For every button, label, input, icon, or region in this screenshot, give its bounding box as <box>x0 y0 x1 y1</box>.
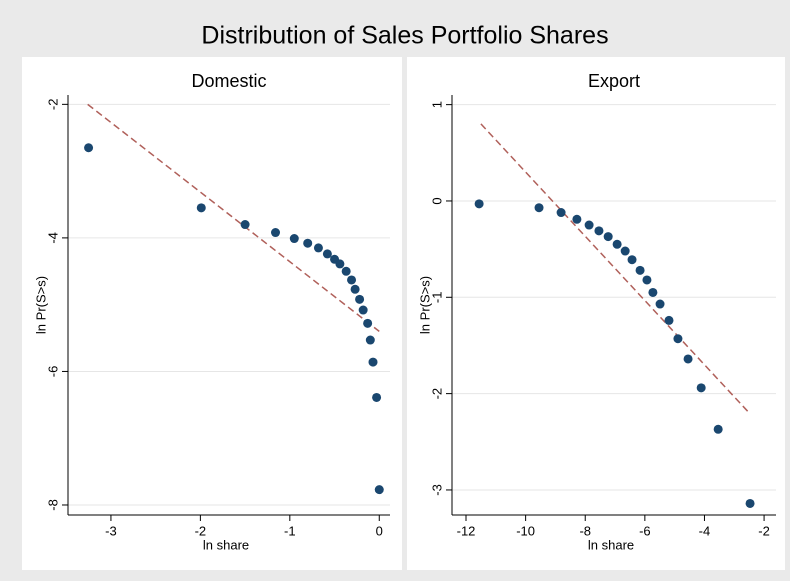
x-tick-label: -8 <box>579 523 591 538</box>
point <box>84 143 94 153</box>
point <box>556 208 566 218</box>
y-axis-label: ln Pr(S>s) <box>417 276 432 334</box>
x-tick-label: -10 <box>516 523 535 538</box>
y-tick-label: -3 <box>429 484 444 496</box>
point <box>642 275 652 285</box>
point <box>240 220 250 230</box>
point <box>648 287 658 297</box>
x-tick-label: -4 <box>699 523 711 538</box>
fit-line <box>87 103 380 332</box>
point <box>335 259 345 269</box>
y-tick-label: 0 <box>429 197 444 204</box>
chart-title: Distribution of Sales Portfolio Shares <box>201 22 608 50</box>
point <box>358 305 368 315</box>
point <box>372 392 382 402</box>
y-tick-label: -8 <box>45 499 60 511</box>
point <box>363 318 373 328</box>
point <box>271 228 281 238</box>
point <box>603 232 613 242</box>
point <box>620 246 630 256</box>
x-tick-label: -2 <box>195 523 207 538</box>
point <box>355 294 365 304</box>
point <box>627 255 637 265</box>
x-tick-label: -2 <box>758 523 770 538</box>
y-tick-label: -1 <box>429 292 444 304</box>
point <box>683 354 693 364</box>
panel <box>22 57 402 570</box>
point <box>374 485 384 495</box>
y-tick-label: -6 <box>45 366 60 378</box>
x-tick-label: 0 <box>376 523 383 538</box>
y-tick-label: 1 <box>429 101 444 108</box>
x-tick-label: -6 <box>639 523 651 538</box>
point <box>655 299 665 309</box>
point <box>474 199 484 209</box>
point <box>341 266 351 276</box>
point <box>289 234 299 244</box>
point <box>365 335 375 345</box>
point <box>303 238 313 248</box>
y-tick-label: -2 <box>429 388 444 400</box>
point <box>594 226 604 236</box>
point <box>347 275 357 285</box>
x-tick-label: -12 <box>457 523 476 538</box>
panel-title: Domestic <box>191 71 266 91</box>
panel <box>407 57 785 570</box>
point <box>673 334 683 344</box>
point <box>313 243 323 253</box>
y-tick-label: -4 <box>45 232 60 244</box>
point <box>713 424 723 434</box>
point <box>572 214 582 224</box>
x-axis-label: ln share <box>588 537 634 552</box>
y-tick-label: -2 <box>45 99 60 111</box>
point <box>612 239 622 249</box>
point <box>664 315 674 325</box>
point <box>584 220 594 230</box>
point <box>745 498 755 508</box>
point <box>350 284 360 294</box>
x-tick-label: -3 <box>105 523 117 538</box>
x-tick-label: -1 <box>284 523 296 538</box>
y-axis-label: ln Pr(S>s) <box>33 276 48 334</box>
point <box>368 357 378 367</box>
point <box>635 265 645 275</box>
x-axis-label: ln share <box>203 537 249 552</box>
point <box>696 383 706 393</box>
panel-title: Export <box>588 71 640 91</box>
point <box>534 203 544 213</box>
point <box>322 249 332 259</box>
point <box>196 203 206 213</box>
